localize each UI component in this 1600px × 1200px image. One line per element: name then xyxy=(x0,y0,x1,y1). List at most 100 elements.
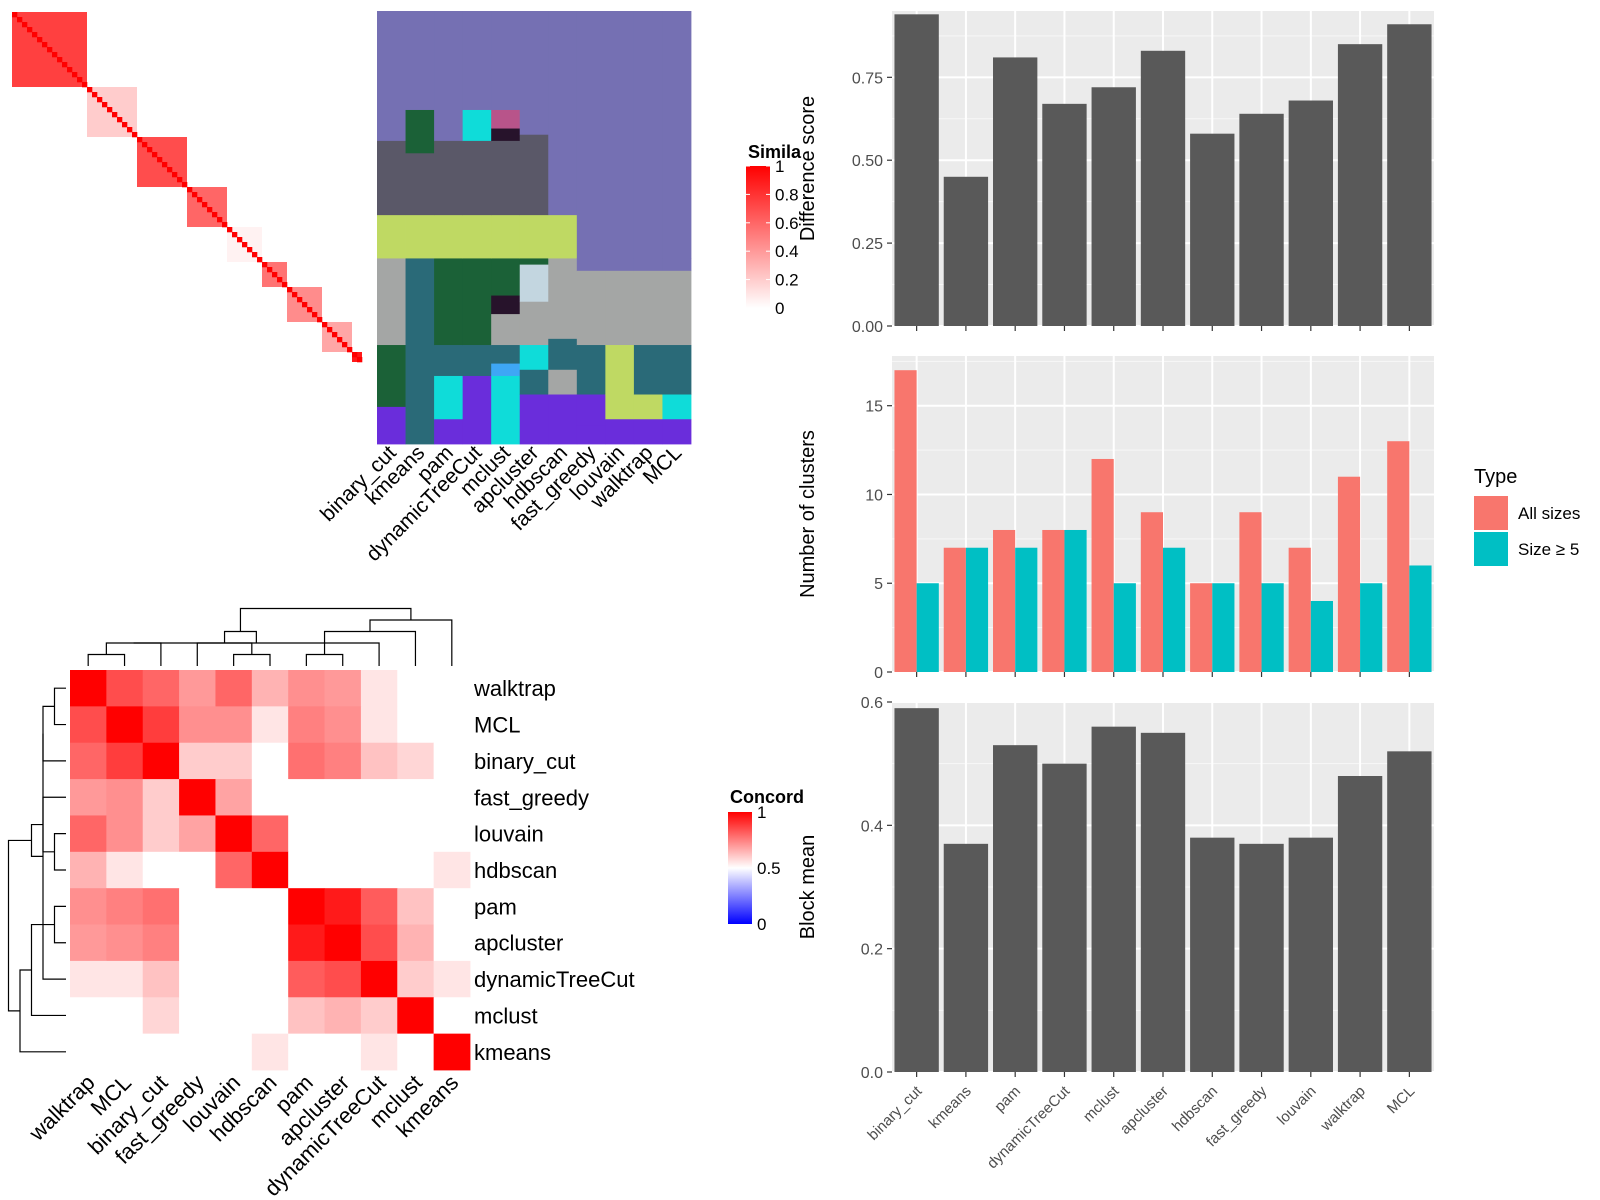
concordance-cell xyxy=(288,742,325,780)
membership-cell xyxy=(377,11,406,142)
concordance-row-label: hdbscan xyxy=(474,858,557,883)
membership-cell xyxy=(605,419,635,445)
concordance-cell xyxy=(142,670,180,707)
membership-cell xyxy=(633,270,663,346)
concordance-cell xyxy=(324,815,362,853)
bar xyxy=(1042,529,1065,672)
concordance-cell xyxy=(397,779,435,816)
membership-cell xyxy=(405,215,435,259)
x-tick-label: mclust xyxy=(1080,1082,1123,1125)
bar xyxy=(1190,837,1235,1072)
concordance-cell xyxy=(215,706,253,744)
heatmap-diagonal-cell xyxy=(317,317,323,323)
membership-cell xyxy=(576,425,606,445)
concordance-cell xyxy=(397,815,435,853)
y-tick-label: 0.25 xyxy=(852,236,883,253)
bar xyxy=(894,14,939,326)
dendrogram-branch xyxy=(7,839,32,1012)
concordance-cell xyxy=(288,706,325,744)
bar xyxy=(993,529,1016,672)
membership-cell xyxy=(434,11,464,142)
heatmap-diagonal-cell xyxy=(357,357,363,363)
membership-cell xyxy=(548,338,578,371)
bar xyxy=(1042,103,1087,326)
bar xyxy=(1239,843,1284,1072)
similarity-colorbar xyxy=(746,166,770,308)
concordance-cell xyxy=(106,851,144,889)
heatmap-diagonal-cell xyxy=(277,277,283,283)
concordance-cell xyxy=(360,779,398,816)
y-tick-label: 0.00 xyxy=(852,319,883,336)
concordance-cell xyxy=(179,997,216,1035)
heatmap-diagonal-cell xyxy=(17,17,23,23)
concordance-cell xyxy=(106,815,144,853)
membership-cell xyxy=(662,11,692,259)
concordance-cell xyxy=(324,670,362,707)
membership-cell xyxy=(491,128,521,142)
bar xyxy=(916,583,939,672)
all-sizes-label: All sizes xyxy=(1518,504,1580,523)
membership-cell xyxy=(633,419,663,445)
concordance-cell xyxy=(251,851,289,889)
concordance-row-label: fast_greedy xyxy=(474,785,589,810)
heatmap-diagonal-cell xyxy=(332,332,338,338)
concordance-cell xyxy=(142,779,180,816)
concordance-cell xyxy=(360,924,398,962)
membership-cell xyxy=(491,295,521,315)
membership-cell xyxy=(548,215,578,259)
heatmap-diagonal-cell xyxy=(167,167,173,173)
concordance-cell xyxy=(215,851,253,889)
concordance-cell xyxy=(179,924,216,962)
concordance-cell xyxy=(397,1033,435,1071)
heatmap-diagonal-cell xyxy=(197,197,203,203)
membership-cell xyxy=(519,258,549,266)
dendrogram-branch xyxy=(239,607,412,632)
membership-cell xyxy=(576,394,606,426)
heatmap-diagonal-cell xyxy=(127,127,133,133)
concordance-cell xyxy=(106,670,144,707)
concordance-cell xyxy=(179,815,216,853)
concordance-cell xyxy=(70,670,107,707)
concordance-legend-title: Concord xyxy=(730,787,804,807)
bar xyxy=(1387,24,1432,327)
membership-cell xyxy=(605,394,635,420)
concordance-cell xyxy=(106,960,144,998)
concordance-cell xyxy=(179,779,216,816)
x-tick-label: dynamicTreeCut xyxy=(984,1082,1074,1172)
membership-cell xyxy=(576,345,606,395)
concordance-cell xyxy=(142,924,180,962)
membership-cell xyxy=(434,345,464,377)
concordance-cell xyxy=(70,815,107,853)
concordance-cell xyxy=(215,997,253,1035)
heatmap-diagonal-cell xyxy=(67,67,73,73)
membership-cell xyxy=(491,363,521,377)
concordance-cell xyxy=(397,706,435,744)
bar xyxy=(894,708,939,1072)
membership-cell xyxy=(491,345,521,364)
size-ge5-key xyxy=(1474,532,1508,566)
bar xyxy=(1288,547,1311,672)
bar xyxy=(1042,763,1087,1072)
concordance-row-label: MCL xyxy=(474,713,520,738)
dendrogram-branch xyxy=(223,630,257,643)
membership-cell xyxy=(519,134,549,216)
membership-cell xyxy=(377,215,406,259)
concordance-tick-label: 1 xyxy=(757,803,766,822)
heatmap-diagonal-cell xyxy=(257,257,263,263)
membership-cell xyxy=(519,369,549,395)
y-tick-label: 10 xyxy=(865,487,883,504)
heatmap-diagonal-cell xyxy=(112,112,118,118)
x-tick-label: binary_cut xyxy=(864,1082,926,1144)
concordance-cell xyxy=(433,742,471,780)
concordance-cell xyxy=(433,706,471,744)
difference-score-bar-chart: 0.00 0.25 0.50 0.75 Difference score xyxy=(797,11,1434,336)
concordance-row-label: pam xyxy=(474,894,517,919)
concordance-cell xyxy=(433,960,471,998)
heatmap-diagonal-cell xyxy=(147,147,153,153)
dendrogram-branch xyxy=(19,969,66,1053)
membership-cell xyxy=(662,394,692,420)
concordance-cell xyxy=(397,670,435,707)
concordance-cell xyxy=(142,851,180,889)
membership-cell xyxy=(405,258,435,284)
